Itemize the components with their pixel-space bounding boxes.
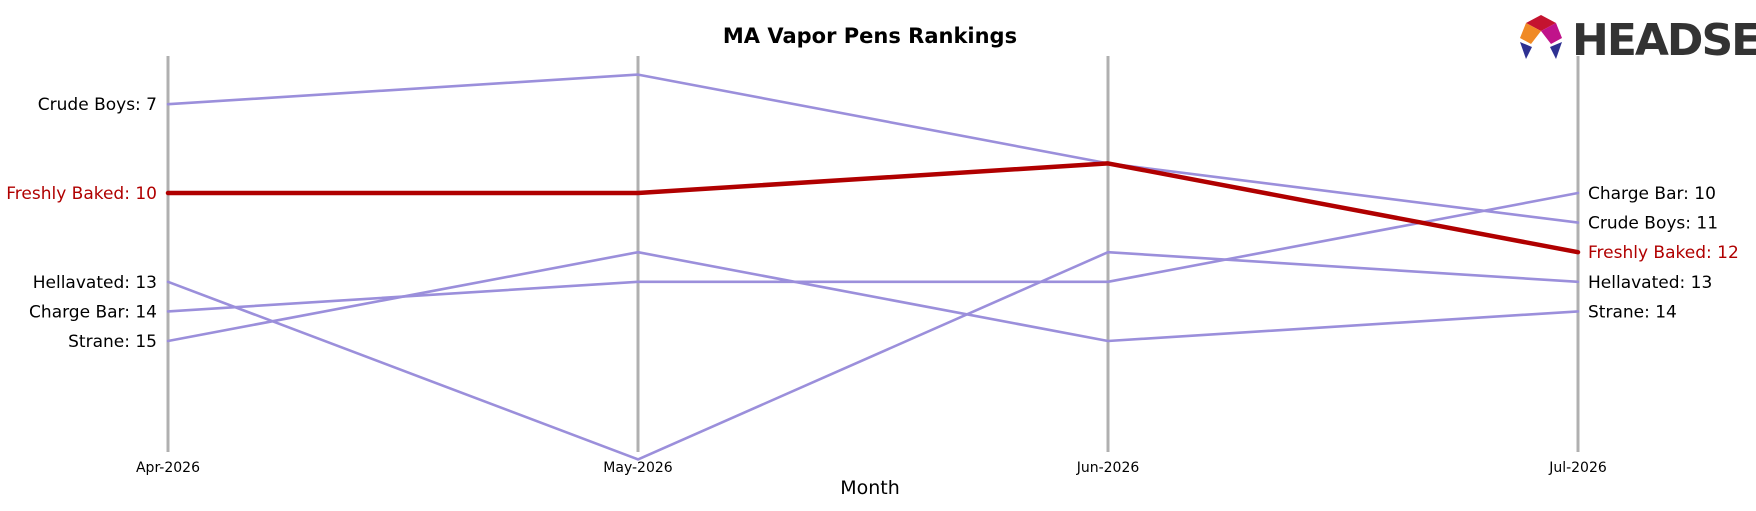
x-tick-label: Jul-2026 — [1548, 460, 1607, 476]
headset-logo: HEADSET — [1520, 15, 1756, 66]
month-gridlines — [166, 56, 1580, 452]
x-tick-labels: Apr-2026 May-2026 Jun-2026 Jul-2026 — [136, 460, 1607, 476]
start-label: Hellavated: 13 — [33, 273, 157, 293]
start-label: Freshly Baked: 10 — [6, 184, 157, 204]
x-axis-label: Month — [840, 477, 900, 499]
x-tick-label: Jun-2026 — [1076, 460, 1140, 476]
series-lines — [165, 73, 1581, 461]
series-line — [166, 250, 1580, 461]
series-line — [165, 161, 1581, 255]
start-labels: Crude Boys: 7 Freshly Baked: 10 Hellavated… — [6, 95, 157, 352]
start-label: Charge Bar: 14 — [29, 302, 157, 322]
end-labels: Crude Boys: 11 Freshly Baked: 12 Hellavate… — [1588, 184, 1739, 322]
x-tick-label: May-2026 — [603, 460, 672, 476]
x-tick-label: Apr-2026 — [136, 460, 200, 476]
end-label: Crude Boys: 11 — [1588, 214, 1718, 234]
series-line — [166, 73, 1580, 224]
headset-logo-icon — [1520, 15, 1562, 59]
series-line — [166, 250, 1580, 343]
end-label: Hellavated: 13 — [1588, 273, 1712, 293]
chart-title: MA Vapor Pens Rankings — [723, 24, 1017, 48]
end-label: Charge Bar: 10 — [1588, 184, 1716, 204]
start-label: Strane: 15 — [68, 332, 157, 352]
logo-text: HEADSET — [1572, 15, 1756, 66]
end-label: Freshly Baked: 12 — [1588, 243, 1739, 263]
end-label: Strane: 14 — [1588, 302, 1677, 322]
start-label: Crude Boys: 7 — [38, 95, 157, 115]
